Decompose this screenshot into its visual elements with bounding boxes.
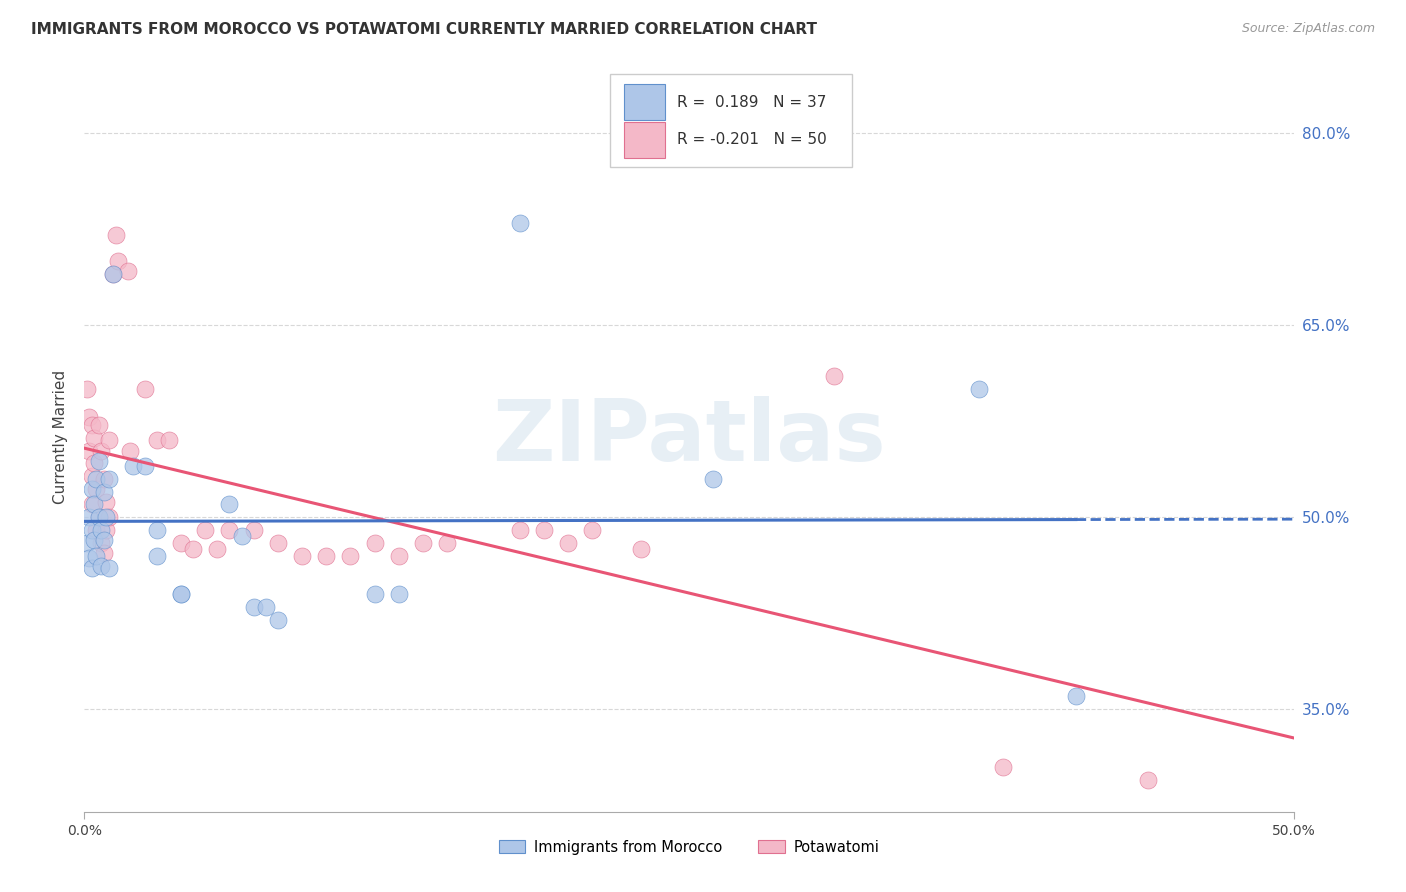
Point xyxy=(207,542,229,557)
Point xyxy=(104,228,127,243)
Point xyxy=(90,523,112,537)
Point xyxy=(117,264,139,278)
Point xyxy=(103,267,125,281)
Point xyxy=(194,523,217,537)
Point xyxy=(412,535,434,549)
Point xyxy=(581,523,603,537)
Point xyxy=(436,535,458,549)
Point xyxy=(993,760,1015,774)
Point xyxy=(509,215,531,229)
Point xyxy=(86,549,108,563)
Point xyxy=(83,497,105,511)
Text: IMMIGRANTS FROM MOROCCO VS POTAWATOMI CURRENTLY MARRIED CORRELATION CHART: IMMIGRANTS FROM MOROCCO VS POTAWATOMI CU… xyxy=(31,22,817,37)
Point xyxy=(121,458,143,473)
Point xyxy=(90,443,112,458)
Point xyxy=(170,587,193,601)
Point xyxy=(267,613,290,627)
Point xyxy=(86,472,108,486)
Point xyxy=(97,434,120,448)
Point xyxy=(533,523,555,537)
FancyBboxPatch shape xyxy=(624,84,665,120)
Point xyxy=(86,523,108,537)
Point xyxy=(107,254,129,268)
Point xyxy=(103,267,125,281)
Point xyxy=(557,535,579,549)
Point xyxy=(120,443,142,458)
FancyBboxPatch shape xyxy=(610,74,852,168)
Point xyxy=(339,549,361,563)
Point xyxy=(87,510,110,524)
Point xyxy=(87,510,110,524)
Point xyxy=(93,484,115,499)
Point xyxy=(76,382,98,396)
Text: R = -0.201   N = 50: R = -0.201 N = 50 xyxy=(676,132,827,147)
Point xyxy=(93,546,115,560)
Point xyxy=(80,469,103,483)
Point xyxy=(97,561,120,575)
Point xyxy=(315,549,337,563)
Point xyxy=(218,497,240,511)
Point xyxy=(242,523,264,537)
Point xyxy=(242,599,264,614)
Point xyxy=(291,549,314,563)
Point xyxy=(231,529,253,543)
Point xyxy=(83,431,105,445)
Point xyxy=(1064,690,1087,704)
Point xyxy=(181,542,204,557)
Point xyxy=(80,497,103,511)
Point xyxy=(170,587,193,601)
FancyBboxPatch shape xyxy=(624,121,665,158)
Point xyxy=(1137,772,1160,787)
Text: Source: ZipAtlas.com: Source: ZipAtlas.com xyxy=(1241,22,1375,36)
Point xyxy=(97,510,120,524)
Point xyxy=(509,523,531,537)
Point xyxy=(87,417,110,432)
Point xyxy=(90,535,112,549)
Point xyxy=(94,523,117,537)
Point xyxy=(90,558,112,573)
Point xyxy=(94,510,117,524)
Y-axis label: Currently Married: Currently Married xyxy=(53,370,69,504)
Point xyxy=(83,533,105,548)
Point xyxy=(77,443,100,458)
Point xyxy=(267,535,290,549)
Text: R =  0.189   N = 37: R = 0.189 N = 37 xyxy=(676,95,827,110)
Point xyxy=(76,535,98,549)
Point xyxy=(77,551,100,566)
Point xyxy=(80,561,103,575)
Point xyxy=(146,434,169,448)
Point xyxy=(630,542,652,557)
Point xyxy=(363,587,385,601)
Point xyxy=(388,587,411,601)
Legend: Immigrants from Morocco, Potawatomi: Immigrants from Morocco, Potawatomi xyxy=(494,834,884,861)
Point xyxy=(93,472,115,486)
Point xyxy=(86,482,108,496)
Point xyxy=(146,549,169,563)
Point xyxy=(80,482,103,496)
Point xyxy=(170,535,193,549)
Point xyxy=(94,495,117,509)
Point xyxy=(823,369,845,384)
Point xyxy=(218,523,240,537)
Point xyxy=(80,523,103,537)
Point xyxy=(93,533,115,548)
Point xyxy=(254,599,277,614)
Point xyxy=(146,523,169,537)
Point xyxy=(83,456,105,470)
Text: ZIPatlas: ZIPatlas xyxy=(492,395,886,479)
Point xyxy=(77,510,100,524)
Point xyxy=(134,458,156,473)
Point xyxy=(77,410,100,425)
Point xyxy=(967,382,990,396)
Point xyxy=(388,549,411,563)
Point xyxy=(134,382,156,396)
Point xyxy=(363,535,385,549)
Point xyxy=(87,454,110,468)
Point xyxy=(97,472,120,486)
Point xyxy=(702,472,724,486)
Point xyxy=(157,434,180,448)
Point xyxy=(80,417,103,432)
